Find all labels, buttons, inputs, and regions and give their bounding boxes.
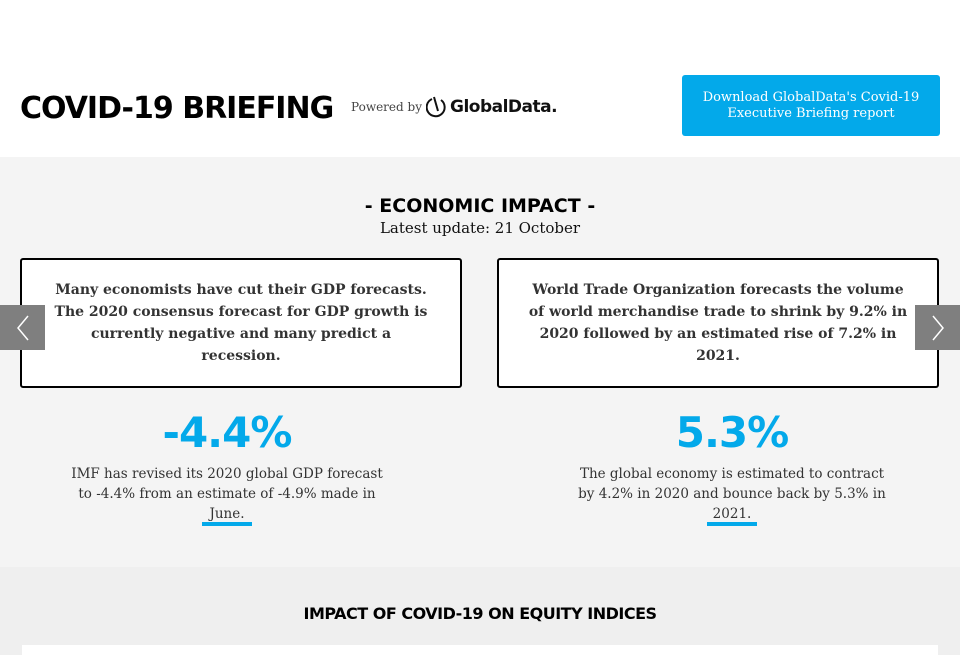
equity-chart-container — [22, 645, 938, 665]
stat-value: 5.3% — [675, 408, 789, 457]
latest-update: Latest update: 21 October — [379, 219, 581, 237]
chevron-left-icon — [16, 315, 29, 340]
powered-by-label: Powered by — [351, 100, 422, 114]
card-text: World Trade Organization forecasts the v… — [528, 282, 908, 364]
stat-divider — [202, 522, 252, 526]
stat-description: IMF has revised its 2020 global GDP fore… — [71, 466, 383, 522]
globaldata-logo-icon — [426, 96, 446, 118]
card-text: Many economists have cut their GDP forec… — [54, 282, 428, 364]
equity-section-title: IMPACT OF COVID-19 ON EQUITY INDICES — [303, 604, 657, 623]
stat-value: -4.4% — [162, 408, 293, 457]
download-report-button[interactable]: Download GlobalData's Covid-19 Executive… — [682, 75, 940, 136]
chevron-right-icon — [931, 315, 944, 340]
stat-description: The global economy is estimated to contr… — [578, 466, 886, 522]
logo-text: GlobalData. — [450, 97, 558, 117]
info-card: Many economists have cut their GDP forec… — [20, 258, 462, 388]
stat-divider — [707, 522, 757, 526]
info-card: World Trade Organization forecasts the v… — [497, 258, 939, 388]
section-title: - ECONOMIC IMPACT - — [364, 195, 596, 217]
carousel-prev-button[interactable] — [0, 305, 45, 350]
equity-section — [0, 567, 960, 655]
carousel-next-button[interactable] — [915, 305, 960, 350]
page-title: COVID-19 BRIEFING — [20, 91, 334, 126]
globaldata-logo[interactable]: GlobalData. — [426, 95, 558, 119]
